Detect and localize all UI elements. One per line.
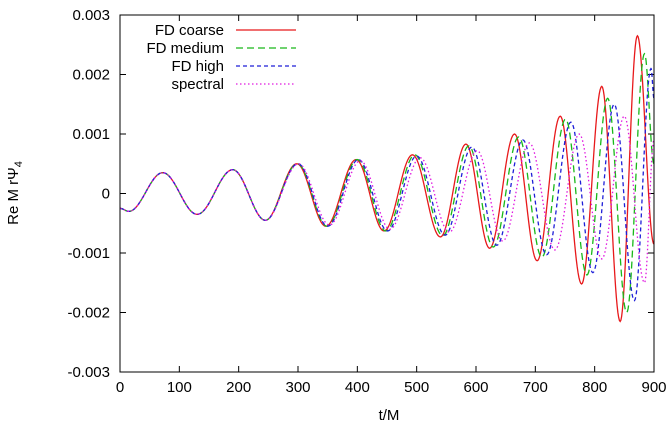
- legend-label: FD high: [171, 58, 224, 75]
- y-tick-label: 0.003: [72, 7, 110, 24]
- series-layer: [119, 34, 655, 323]
- y-tick-label: -0.003: [67, 364, 110, 381]
- y-tick-label: -0.002: [67, 305, 110, 322]
- x-tick-label: 100: [167, 379, 192, 396]
- y-axis-label-main: Re M rΨ: [5, 167, 22, 225]
- y-tick-label: 0: [102, 186, 110, 203]
- y-axis-label-subscript: 4: [13, 161, 25, 167]
- plot-frame: [119, 14, 655, 373]
- legend-label: FD medium: [146, 40, 224, 57]
- x-tick-label: 300: [285, 379, 310, 396]
- legend-label: FD coarse: [155, 22, 224, 39]
- x-tick-label: 600: [463, 379, 488, 396]
- x-tick-label: 200: [226, 379, 251, 396]
- y-tick-label: -0.001: [67, 245, 110, 262]
- legend-label: spectral: [171, 76, 224, 93]
- y-tick-label: 0.002: [72, 67, 110, 84]
- x-tick-label: 900: [641, 379, 666, 396]
- x-tick-label: 700: [523, 379, 548, 396]
- y-tick-label: 0.001: [72, 126, 110, 143]
- y-axis-label: Re M rΨ4: [5, 161, 25, 225]
- ticks-layer: 0 100 200 300 400 500 600 700 800 900 -0.003 -0.002…: [67, 7, 666, 396]
- series-line-fd-high: [119, 67, 655, 302]
- x-tick-label: 0: [116, 379, 124, 396]
- series-line-spectral: [119, 115, 655, 284]
- x-tick-label: 500: [404, 379, 429, 396]
- x-tick-label: 800: [582, 379, 607, 396]
- x-tick-label: 400: [345, 379, 370, 396]
- x-axis-label: t/M: [379, 407, 400, 424]
